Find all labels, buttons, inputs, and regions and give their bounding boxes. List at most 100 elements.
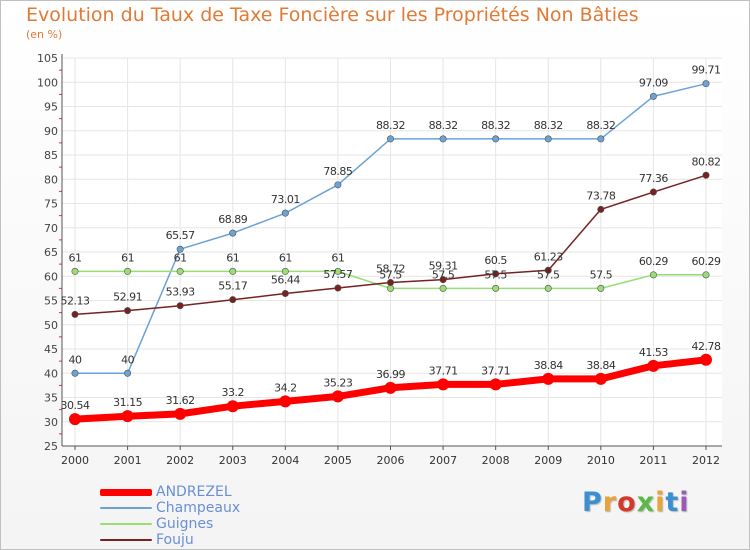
y-tick-label: 25 <box>44 440 58 453</box>
x-tick-label: 2009 <box>534 454 562 467</box>
data-label: 56.44 <box>271 274 300 287</box>
y-tick-label: 90 <box>44 125 58 138</box>
data-label: 52.13 <box>61 294 90 307</box>
data-point <box>124 369 132 377</box>
data-point <box>176 245 184 253</box>
data-label: 61 <box>121 251 134 264</box>
data-point <box>544 266 552 274</box>
data-label: 88.32 <box>376 119 405 132</box>
data-point <box>71 369 79 377</box>
data-point <box>439 284 447 292</box>
data-label: 99.71 <box>692 64 721 77</box>
x-tick-label: 2010 <box>587 454 615 467</box>
data-label: 38.84 <box>586 359 615 372</box>
data-point <box>281 267 289 275</box>
legend-label: Guignes <box>156 516 214 532</box>
data-point <box>176 302 184 310</box>
data-point <box>702 80 710 88</box>
data-point <box>69 413 81 426</box>
data-point <box>176 267 184 275</box>
data-point <box>439 276 447 284</box>
y-tick-label: 55 <box>44 295 58 308</box>
data-point <box>386 284 394 292</box>
y-axis-unit: (en %) <box>26 28 63 41</box>
data-label: 88.32 <box>481 119 510 132</box>
legend-label: Fouju <box>156 532 194 548</box>
legend-swatch <box>100 523 152 525</box>
data-label: 88.32 <box>429 119 458 132</box>
logo-letter: o <box>617 487 637 518</box>
data-label: 58.72 <box>376 262 405 275</box>
data-label: 61 <box>69 251 82 264</box>
data-label: 33.2 <box>222 386 245 399</box>
legend-label: ANDREZEL <box>156 484 232 500</box>
data-label: 36.99 <box>376 368 405 381</box>
y-tick-label: 65 <box>44 246 58 259</box>
data-label: 40 <box>121 353 134 366</box>
data-label: 40 <box>69 353 82 366</box>
data-point <box>174 407 187 420</box>
data-point <box>229 229 237 237</box>
logo-letter: i <box>655 487 666 518</box>
y-tick-label: 100 <box>37 76 58 89</box>
data-point <box>597 135 605 143</box>
data-label: 61 <box>279 251 292 264</box>
x-tick-label: 2002 <box>166 454 194 467</box>
y-tick-label: 60 <box>44 270 58 283</box>
data-label: 53.93 <box>166 286 195 299</box>
logo-letter: i <box>679 487 690 518</box>
x-tick-label: 2011 <box>639 454 667 467</box>
data-label: 73.01 <box>271 193 300 206</box>
data-point <box>702 171 710 179</box>
data-point <box>386 278 394 286</box>
data-point <box>702 271 710 279</box>
data-point <box>334 181 342 189</box>
data-label: 31.15 <box>113 396 142 409</box>
data-label: 37.71 <box>429 364 458 377</box>
y-tick-label: 35 <box>44 392 58 405</box>
data-label: 35.23 <box>323 376 352 389</box>
data-point <box>647 359 660 372</box>
data-point <box>229 267 237 275</box>
y-tick-label: 40 <box>44 367 58 380</box>
data-point <box>71 310 79 318</box>
logo-letter: x <box>636 487 656 518</box>
legend-swatch <box>100 489 152 496</box>
data-label: 88.32 <box>534 119 563 132</box>
data-point <box>384 381 397 394</box>
data-label: 55.17 <box>218 280 247 293</box>
y-tick-label: 75 <box>44 198 58 211</box>
logo-letter: P <box>582 487 603 518</box>
x-tick-label: 2004 <box>271 454 299 467</box>
data-point <box>700 353 712 366</box>
data-point <box>649 271 657 279</box>
data-label: 57.5 <box>537 268 560 281</box>
data-label: 61 <box>226 251 239 264</box>
data-label: 60.29 <box>692 255 721 268</box>
data-label: 61.23 <box>534 250 563 263</box>
proxiti-logo: Proxiti <box>582 487 690 518</box>
y-tick-label: 30 <box>44 416 58 429</box>
data-point <box>334 267 342 275</box>
data-label: 57.5 <box>484 268 507 281</box>
x-tick-label: 2008 <box>482 454 510 467</box>
data-label: 57.57 <box>323 268 352 281</box>
data-point <box>124 267 132 275</box>
data-label: 65.57 <box>166 229 195 242</box>
data-label: 59.31 <box>429 260 458 273</box>
y-tick-label: 80 <box>44 173 58 186</box>
data-label: 80.82 <box>692 155 721 168</box>
data-point <box>281 209 289 217</box>
x-tick-label: 2005 <box>324 454 352 467</box>
data-point <box>492 284 500 292</box>
data-label: 68.89 <box>218 213 247 226</box>
data-label: 77.36 <box>639 172 668 185</box>
data-label: 78.85 <box>323 165 352 178</box>
data-point <box>597 284 605 292</box>
y-tick-label: 95 <box>44 101 58 114</box>
data-point <box>281 290 289 298</box>
data-point <box>544 284 552 292</box>
data-label: 42.78 <box>692 340 721 353</box>
data-label: 88.32 <box>586 119 615 132</box>
